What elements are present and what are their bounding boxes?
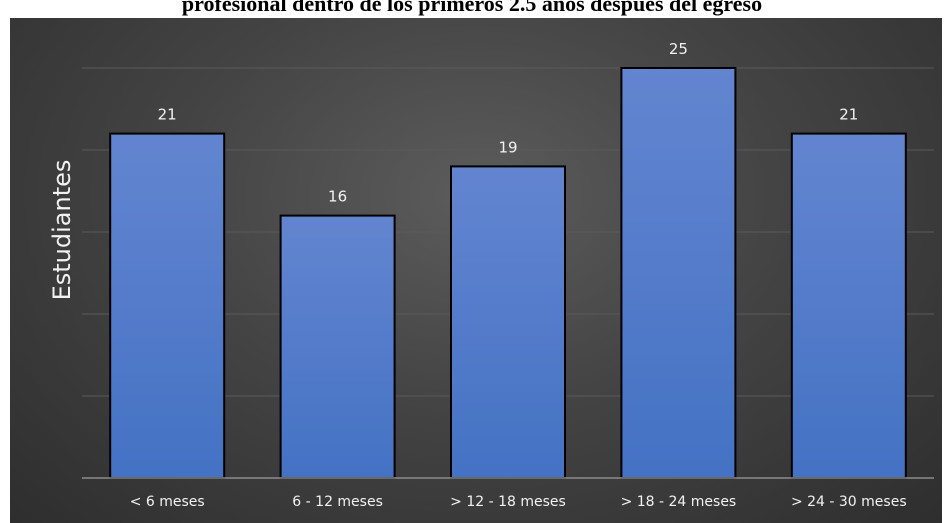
data-label: 25 (669, 40, 688, 58)
data-label: 16 (328, 188, 347, 206)
x-tick-label: 6 - 12 meses (292, 494, 383, 510)
data-label: 21 (839, 106, 858, 124)
bar (279, 214, 396, 479)
x-tick-label: < 6 meses (130, 494, 205, 510)
data-label: 21 (158, 106, 177, 124)
bar (620, 67, 737, 479)
x-tick-label: > 18 - 24 meses (621, 494, 737, 510)
bars (109, 67, 907, 479)
bar (790, 132, 907, 479)
x-tick-label: > 24 - 30 meses (791, 494, 907, 510)
x-tick-labels: < 6 meses 6 - 12 meses > 12 - 18 meses > 18… (130, 494, 907, 510)
chart-title: profesional dentro de los primeros 2.5 a… (181, 0, 763, 16)
data-label: 19 (498, 138, 517, 156)
bar (450, 165, 566, 479)
data-labels: 21 16 19 25 21 (158, 40, 859, 206)
bar (109, 132, 226, 479)
y-axis-label: Estudiantes (48, 159, 76, 301)
x-tick-label: > 12 - 18 meses (450, 494, 566, 510)
